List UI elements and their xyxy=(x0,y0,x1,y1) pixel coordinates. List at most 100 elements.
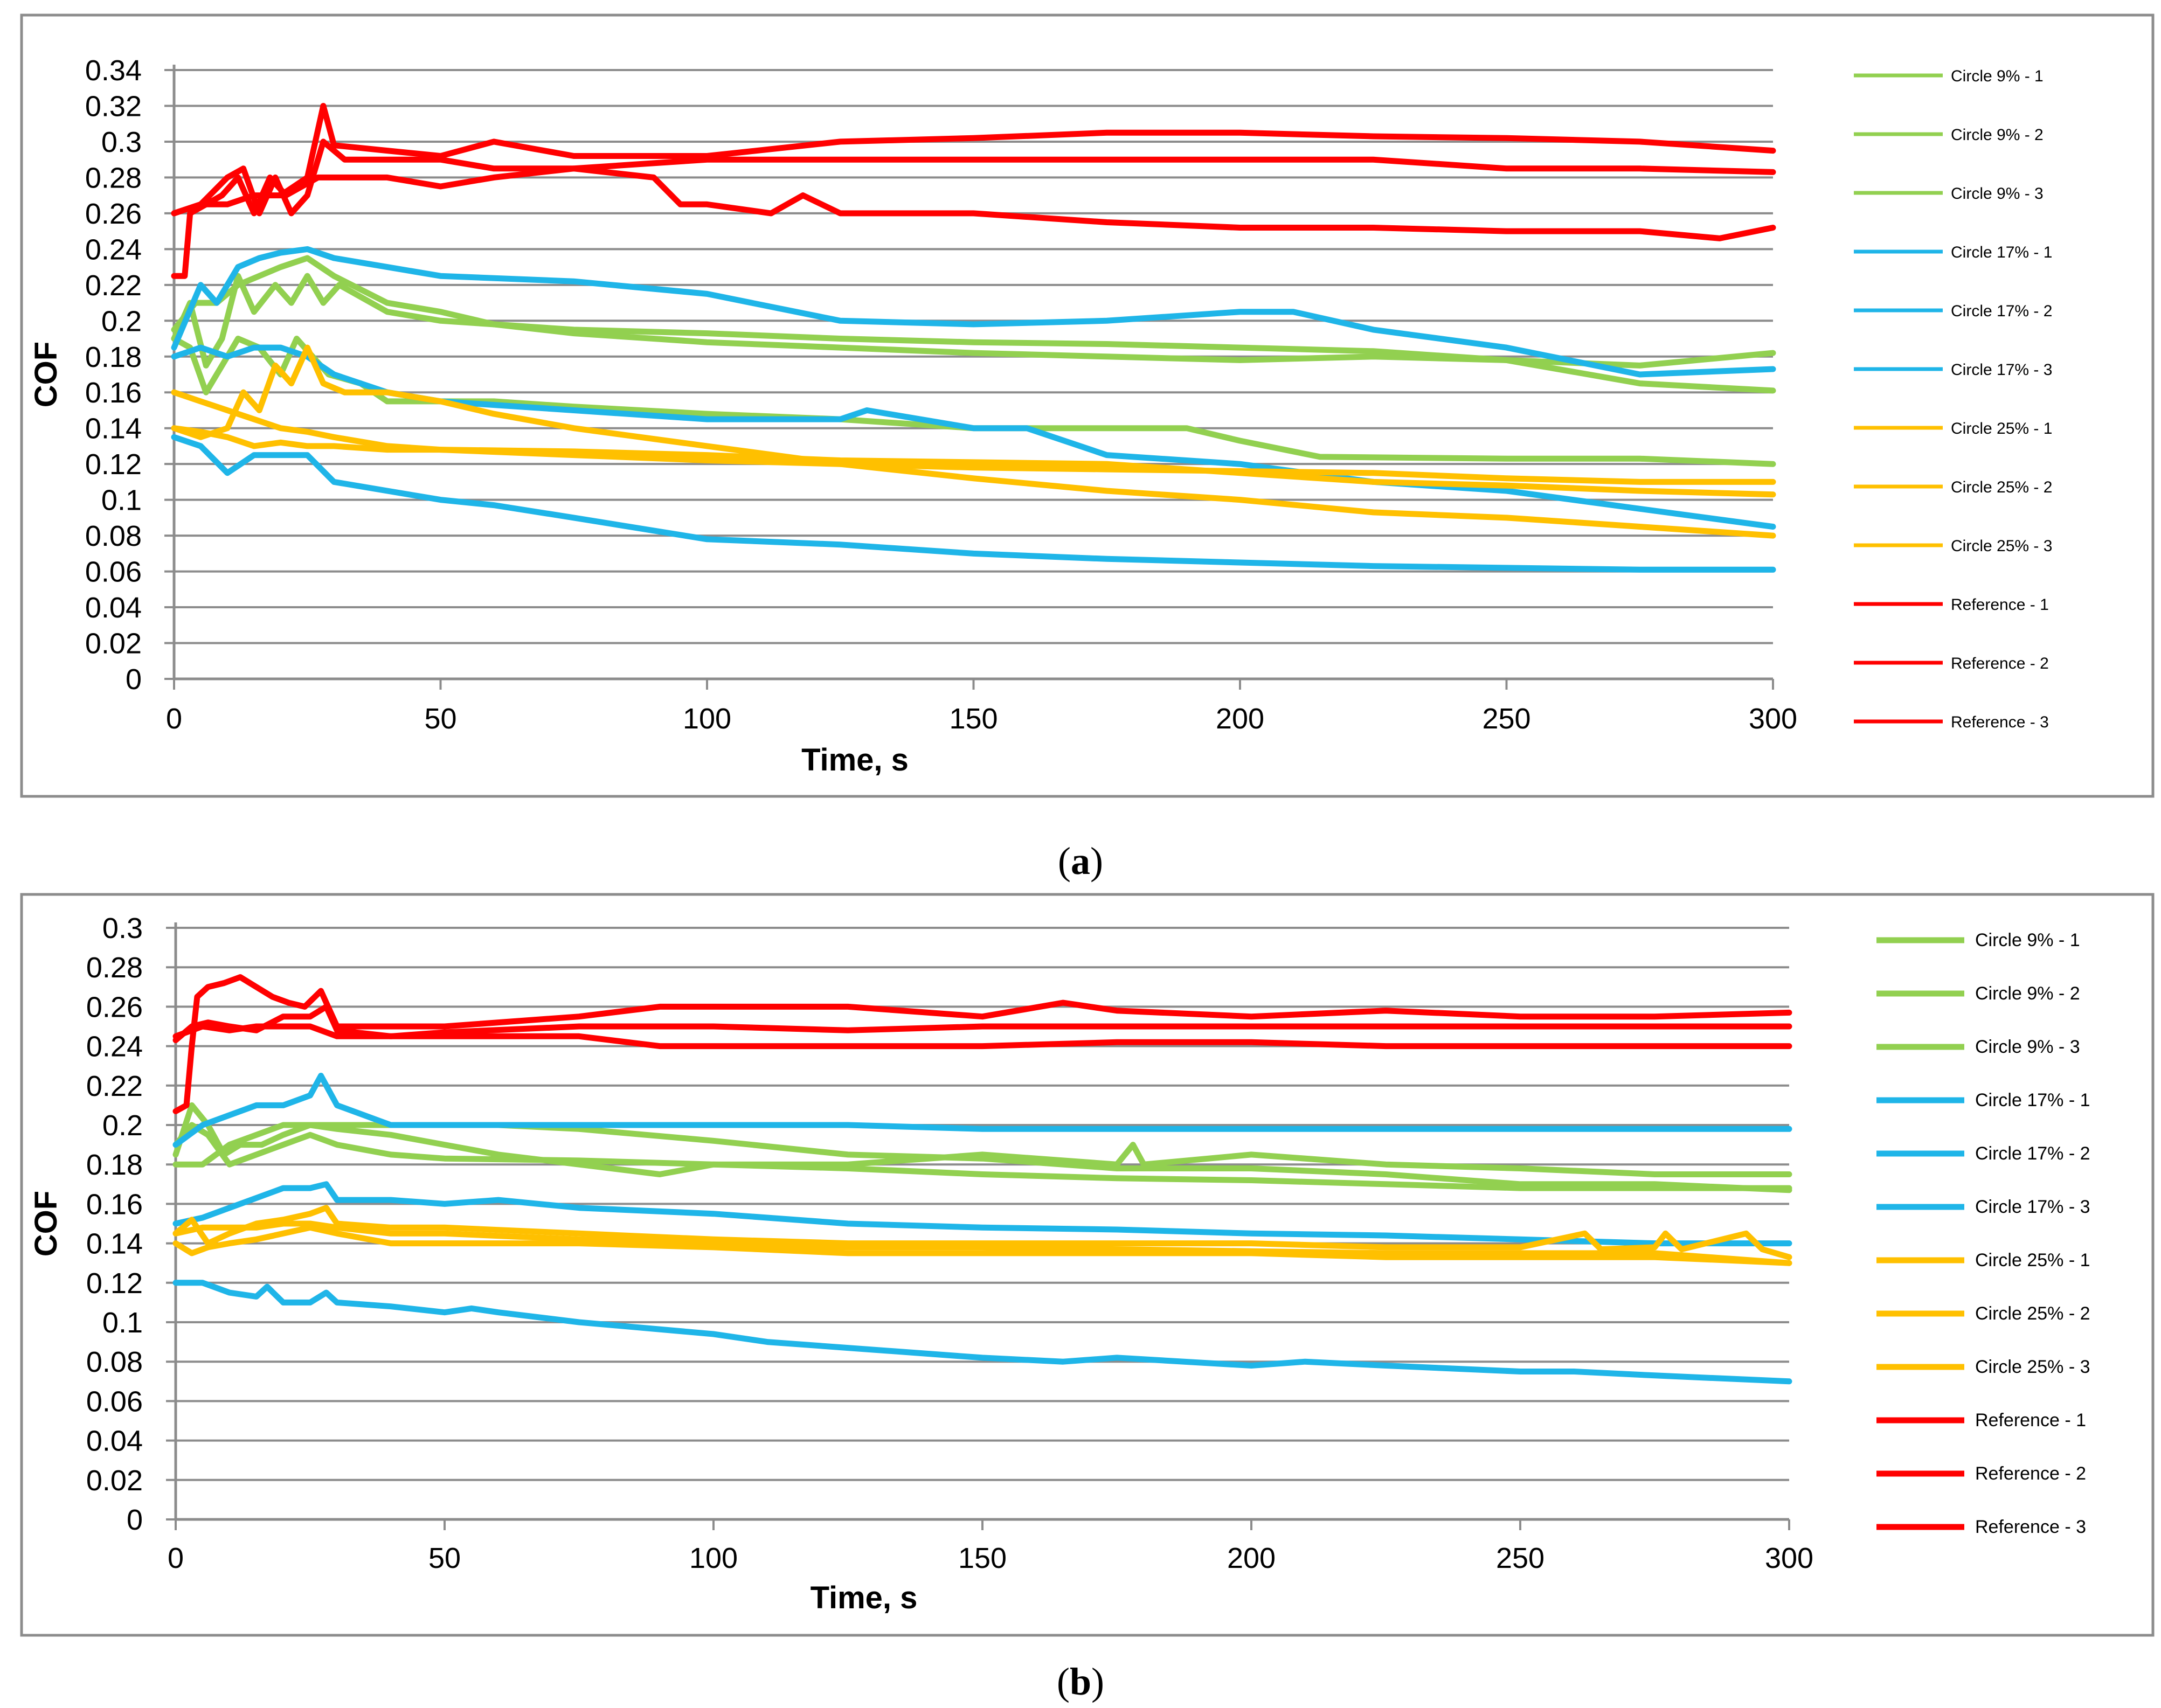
series-line-circle-25-3 xyxy=(172,1224,1792,1266)
panel-a-frame xyxy=(20,13,2155,798)
series-line-circle-25-1 xyxy=(171,389,1776,485)
y-tick-label: 0.1 xyxy=(102,1307,143,1339)
caption-b: (b) xyxy=(1057,1660,1104,1703)
y-tick-label: 0.12 xyxy=(86,1267,143,1300)
series-line-reference-3 xyxy=(172,1023,1792,1050)
x-tick-label: 300 xyxy=(1749,703,1797,735)
series-line-reference-2 xyxy=(171,156,1776,279)
y-tick-label: 0.14 xyxy=(85,413,142,445)
y-tick-label: 0.08 xyxy=(85,520,142,552)
series-line-circle-25-2 xyxy=(171,425,1776,498)
y-tick-label: 0.06 xyxy=(86,1385,143,1418)
x-tick-label: 50 xyxy=(428,1542,461,1574)
x-tick-label: 50 xyxy=(424,703,456,735)
y-tick-label: 0.04 xyxy=(85,592,142,624)
legend-label: Circle 17% - 3 xyxy=(1951,361,2052,379)
y-tick-label: 0.02 xyxy=(86,1464,143,1497)
y-tick-label: 0.16 xyxy=(85,377,142,409)
legend-label: Circle 17% - 1 xyxy=(1951,244,2052,261)
y-tick-label: 0.26 xyxy=(85,198,142,230)
series-line-reference-1 xyxy=(172,974,1792,1114)
x-tick-label: 250 xyxy=(1482,703,1530,735)
legend-label: Reference - 2 xyxy=(1975,1463,2086,1484)
y-tick-label: 0.18 xyxy=(86,1149,143,1181)
legend-label: Circle 17% - 2 xyxy=(1951,302,2052,320)
legend-label: Circle 17% - 1 xyxy=(1975,1090,2090,1110)
x-tick-label: 200 xyxy=(1216,703,1264,735)
y-tick-label: 0 xyxy=(127,1504,143,1536)
caption-a: (a) xyxy=(1058,839,1103,883)
y-tick-label: 0.18 xyxy=(85,341,142,373)
legend-label: Reference - 2 xyxy=(1951,655,2049,672)
y-axis-title: COF xyxy=(29,342,64,407)
series-line-circle-17-2 xyxy=(172,1181,1792,1247)
y-tick-label: 0.06 xyxy=(85,556,142,588)
legend-label: Circle 17% - 2 xyxy=(1975,1143,2090,1164)
x-tick-label: 0 xyxy=(168,1542,184,1574)
legend-label: Circle 25% - 3 xyxy=(1951,537,2052,555)
x-tick-label: 250 xyxy=(1496,1542,1544,1574)
y-tick-label: 0.1 xyxy=(101,484,142,517)
series-line-circle-17-3 xyxy=(172,1280,1792,1385)
legend-label: Circle 9% - 3 xyxy=(1951,185,2044,203)
y-tick-label: 0.22 xyxy=(86,1070,143,1102)
y-tick-label: 0.28 xyxy=(85,162,142,194)
x-axis-title: Time, s xyxy=(801,742,909,777)
legend-label: Circle 25% - 2 xyxy=(1951,478,2052,496)
legend-label: Circle 9% - 1 xyxy=(1975,930,2080,950)
series-line-circle-17-1 xyxy=(172,1073,1792,1148)
y-tick-label: 0.2 xyxy=(101,305,142,337)
legend-label: Circle 9% - 2 xyxy=(1975,983,2080,1004)
legend-label: Circle 25% - 1 xyxy=(1951,420,2052,438)
series-line-circle-9-2 xyxy=(171,255,1776,394)
y-tick-label: 0.12 xyxy=(85,448,142,481)
legend-label: Reference - 3 xyxy=(1951,713,2049,731)
series-line-circle-25-2 xyxy=(172,1220,1792,1266)
y-tick-label: 0.32 xyxy=(85,90,142,122)
y-tick-label: 0.24 xyxy=(85,233,142,266)
series-line-circle-17-1 xyxy=(171,246,1776,378)
x-axis-title: Time, s xyxy=(811,1580,918,1615)
panel-a-chart: 00.020.040.060.080.10.120.140.160.180.20… xyxy=(29,54,2052,777)
series-line-circle-9-3 xyxy=(172,1122,1792,1191)
y-tick-label: 0.08 xyxy=(86,1346,143,1378)
series-line-reference-3 xyxy=(171,138,1776,241)
y-tick-label: 0.02 xyxy=(85,628,142,660)
y-tick-label: 0.3 xyxy=(101,126,142,158)
legend-label: Circle 17% - 3 xyxy=(1975,1197,2090,1217)
x-tick-label: 150 xyxy=(958,1542,1007,1574)
y-tick-label: 0.34 xyxy=(85,54,142,87)
x-tick-label: 0 xyxy=(166,703,182,735)
x-tick-label: 100 xyxy=(683,703,731,735)
legend-label: Reference - 1 xyxy=(1951,596,2049,614)
y-tick-label: 0.04 xyxy=(86,1425,143,1457)
series-line-circle-17-3 xyxy=(171,434,1776,573)
y-axis-title: COF xyxy=(29,1191,64,1256)
legend-label: Circle 25% - 1 xyxy=(1975,1250,2090,1270)
series-line-circle-17-2 xyxy=(171,344,1776,530)
y-tick-label: 0 xyxy=(126,663,142,696)
x-tick-label: 300 xyxy=(1765,1542,1813,1574)
legend-label: Reference - 1 xyxy=(1975,1410,2086,1431)
y-tick-label: 0.16 xyxy=(86,1188,143,1220)
panel-b-frame xyxy=(20,893,2155,1637)
y-tick-label: 0.3 xyxy=(102,912,143,945)
legend-label: Reference - 3 xyxy=(1975,1517,2086,1537)
legend-label: Circle 9% - 2 xyxy=(1951,126,2044,144)
legend-label: Circle 25% - 3 xyxy=(1975,1357,2090,1377)
legend-label: Circle 9% - 3 xyxy=(1975,1037,2080,1057)
series-line-circle-25-3 xyxy=(171,344,1776,539)
x-tick-label: 150 xyxy=(949,703,998,735)
y-tick-label: 0.28 xyxy=(86,952,143,984)
y-tick-label: 0.24 xyxy=(86,1031,143,1063)
series-line-circle-9-1 xyxy=(172,1122,1792,1177)
x-tick-label: 100 xyxy=(689,1542,738,1574)
y-tick-label: 0.26 xyxy=(86,991,143,1023)
y-tick-label: 0.14 xyxy=(86,1228,143,1260)
legend-label: Circle 9% - 1 xyxy=(1951,67,2044,85)
legend-label: Circle 25% - 2 xyxy=(1975,1303,2090,1324)
y-tick-label: 0.22 xyxy=(85,269,142,302)
panel-b-chart: 0 0.02 0.04 0.06 0.08 0.1 0.12 0.14 0.16 0.18 0.2 0… xyxy=(29,912,2090,1615)
y-tick-label: 0.2 xyxy=(102,1109,143,1142)
